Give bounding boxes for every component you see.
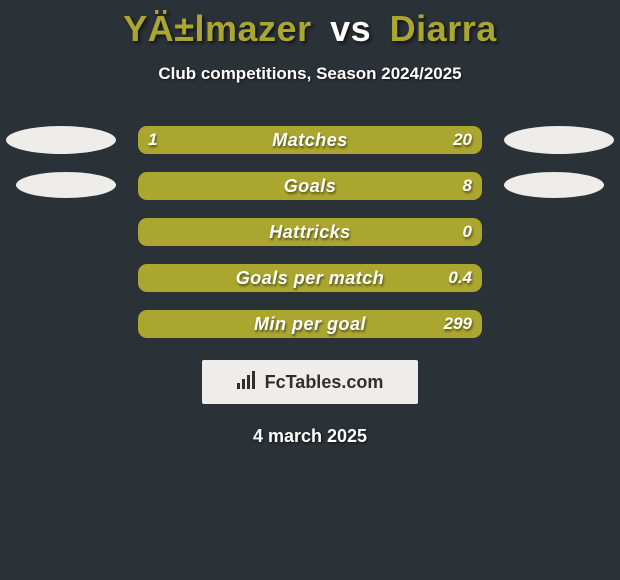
vs-separator: vs (330, 8, 371, 49)
stat-row: 120Matches (0, 126, 620, 154)
stat-bar: 8Goals (138, 172, 482, 200)
stat-row: 299Min per goal (0, 310, 620, 338)
player-left-badge (16, 172, 116, 198)
stat-row: 0Hattricks (0, 218, 620, 246)
player-left-badge (6, 126, 116, 154)
stat-label: Hattricks (138, 218, 482, 246)
comparison-rows: 120Matches 8Goals 0Hattricks 0.4Goals per m… (0, 126, 620, 338)
stat-row: 8Goals (0, 172, 620, 200)
logo-text: FcTables.com (265, 372, 384, 393)
stat-label: Goals per match (138, 264, 482, 292)
subtitle: Club competitions, Season 2024/2025 (0, 64, 620, 84)
logo-chart-icon (237, 371, 259, 394)
player-right-badge (504, 126, 614, 154)
page-title: YÄ±lmazer vs Diarra (0, 0, 620, 50)
player-right-badge (504, 172, 604, 198)
stat-bar: 299Min per goal (138, 310, 482, 338)
logo-box: FcTables.com (202, 360, 418, 404)
stat-label: Min per goal (138, 310, 482, 338)
player-left-name: YÄ±lmazer (123, 8, 311, 49)
stat-row: 0.4Goals per match (0, 264, 620, 292)
stat-bar: 0Hattricks (138, 218, 482, 246)
date-label: 4 march 2025 (0, 426, 620, 447)
player-right-name: Diarra (390, 8, 497, 49)
stat-label: Matches (138, 126, 482, 154)
stat-bar: 120Matches (138, 126, 482, 154)
stat-label: Goals (138, 172, 482, 200)
stat-bar: 0.4Goals per match (138, 264, 482, 292)
